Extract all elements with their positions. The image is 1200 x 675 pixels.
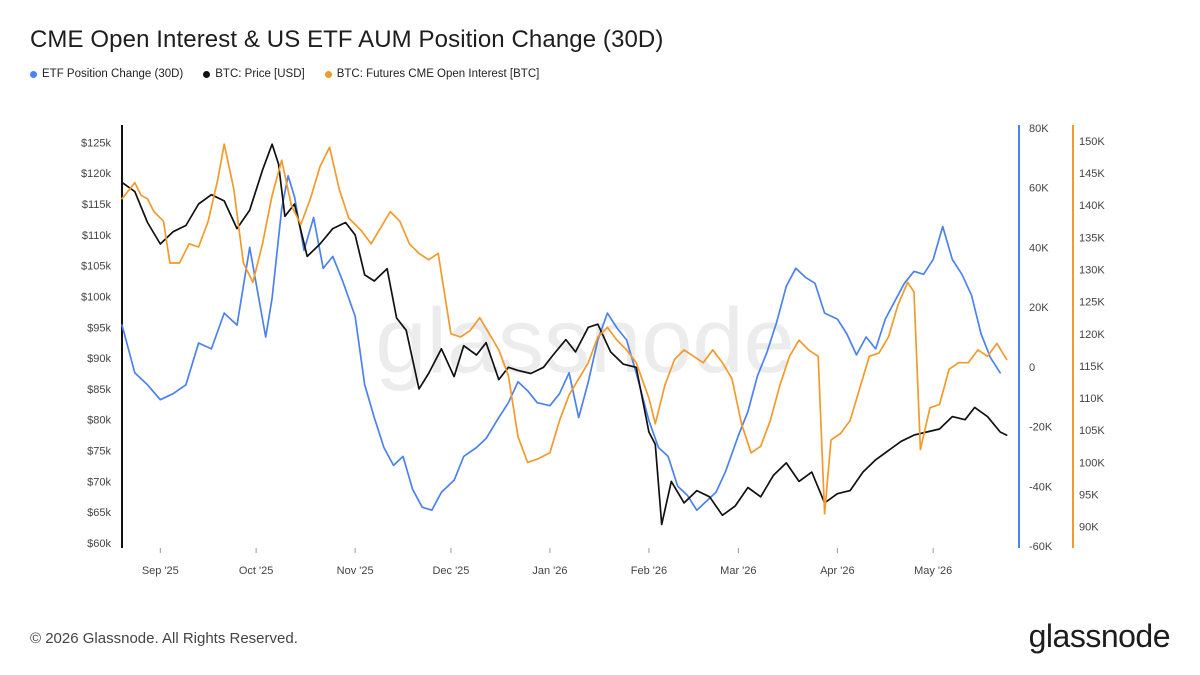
- x-tick-label: Sep '25: [142, 565, 179, 577]
- price-tick-label: $65k: [87, 507, 111, 519]
- etf-tick-label: -60K: [1029, 541, 1053, 553]
- legend-item-price[interactable]: BTC: Price [USD]: [203, 68, 305, 80]
- x-tick-label: Dec '25: [432, 565, 469, 577]
- series-line-oi: [121, 143, 1008, 515]
- x-tick-label: Apr '26: [820, 565, 855, 577]
- legend-dot-etf: [30, 70, 37, 78]
- chart-canvas: glassnode $60k $65k $70k $75k $80k $85k $90k $95…: [81, 123, 1105, 577]
- etf-tick-label: 60K: [1029, 183, 1049, 195]
- price-tick-label: $110k: [82, 230, 112, 242]
- price-tick-label: $70k: [87, 476, 111, 488]
- oi-tick-label: 130K: [1079, 264, 1105, 276]
- legend-label-price: BTC: Price [USD]: [215, 68, 305, 80]
- etf-tick-label: -40K: [1029, 481, 1053, 493]
- x-tick-label: Nov '25: [337, 565, 374, 577]
- footer-copyright: © 2026 Glassnode. All Rights Reserved.: [30, 630, 298, 647]
- legend-dot-price: [203, 70, 211, 78]
- etf-tick-label: -20K: [1029, 422, 1053, 434]
- oi-tick-label: 145K: [1079, 168, 1105, 180]
- price-tick-label: $125k: [81, 137, 111, 149]
- legend-dot-oi: [324, 70, 332, 78]
- etf-tick-label: 20K: [1029, 302, 1049, 314]
- legend-label-etf: ETF Position Change (30D): [42, 68, 184, 80]
- chart-title: CME Open Interest & US ETF AUM Position …: [30, 26, 664, 53]
- price-tick-label: $60k: [87, 538, 111, 550]
- price-tick-label: $115k: [82, 199, 112, 211]
- oi-tick-label: 95K: [1079, 490, 1099, 502]
- oi-tick-label: 115K: [1079, 361, 1105, 373]
- etf-tick-label: 40K: [1029, 242, 1049, 254]
- legend-label-oi: BTC: Futures CME Open Interest [BTC]: [336, 68, 540, 80]
- oi-tick-label: 135K: [1079, 232, 1105, 244]
- etf-tick-label: 80K: [1029, 123, 1049, 135]
- price-tick-label: $85k: [87, 384, 111, 396]
- oi-tick-label: 110K: [1079, 393, 1105, 405]
- watermark-text: glassnode: [375, 290, 794, 392]
- oi-tick-label: 105K: [1079, 425, 1105, 437]
- price-tick-label: $120k: [81, 168, 111, 180]
- oi-tick-label: 100K: [1079, 457, 1105, 469]
- etf-tick-label: 0: [1029, 362, 1035, 374]
- oi-tick-label: 90K: [1079, 522, 1099, 534]
- price-tick-label: $75k: [87, 446, 111, 458]
- legend-item-etf[interactable]: ETF Position Change (30D): [30, 68, 183, 80]
- series-line-price: [121, 143, 1008, 526]
- legend-item-oi[interactable]: BTC: Futures CME Open Interest [BTC]: [324, 68, 540, 80]
- legend: ETF Position Change (30D) BTC: Price [US…: [30, 68, 539, 80]
- price-tick-label: $95k: [87, 322, 111, 334]
- price-tick-label: $80k: [87, 415, 111, 427]
- x-tick-label: May '26: [914, 565, 952, 577]
- footer-logo: glassnode: [1028, 618, 1171, 654]
- price-tick-label: $90k: [87, 353, 111, 365]
- price-tick-label: $105k: [81, 261, 111, 273]
- price-tick-label: $100k: [81, 291, 111, 303]
- x-tick-label: Jan '26: [532, 565, 567, 577]
- x-tick-label: Oct '25: [239, 565, 274, 577]
- oi-tick-label: 120K: [1079, 329, 1105, 341]
- x-tick-label: Mar '26: [720, 565, 756, 577]
- oi-tick-label: 140K: [1079, 200, 1105, 212]
- x-tick-label: Feb '26: [631, 565, 667, 577]
- series-line-etf: [121, 174, 1002, 512]
- oi-tick-label: 150K: [1079, 136, 1105, 148]
- oi-tick-label: 125K: [1079, 297, 1105, 309]
